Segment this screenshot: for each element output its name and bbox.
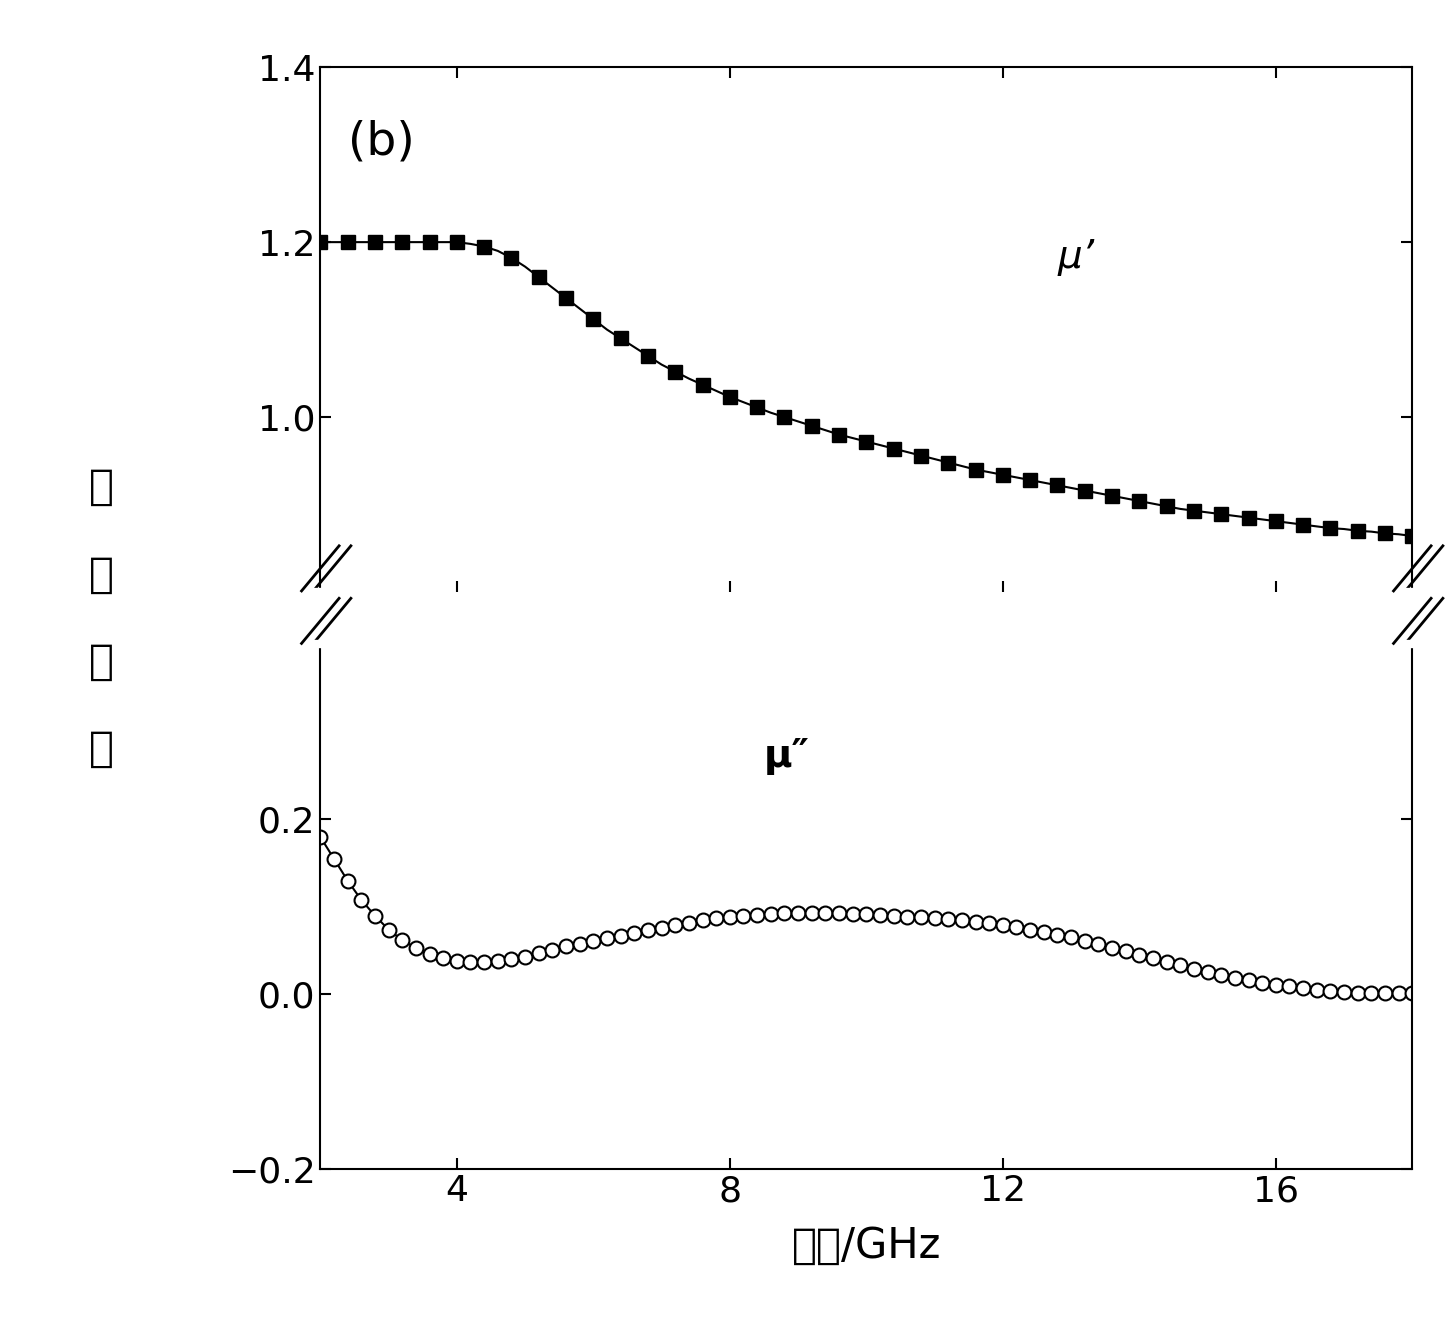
Text: μ’: μ’ [1057,238,1095,277]
Text: 导: 导 [89,641,115,683]
Text: (b): (b) [348,120,415,165]
X-axis label: 频率/GHz: 频率/GHz [792,1224,941,1267]
Text: μ″: μ″ [764,737,810,775]
Text: 磁: 磁 [89,554,115,595]
Text: 率: 率 [89,728,115,770]
Text: 复: 复 [89,466,115,508]
